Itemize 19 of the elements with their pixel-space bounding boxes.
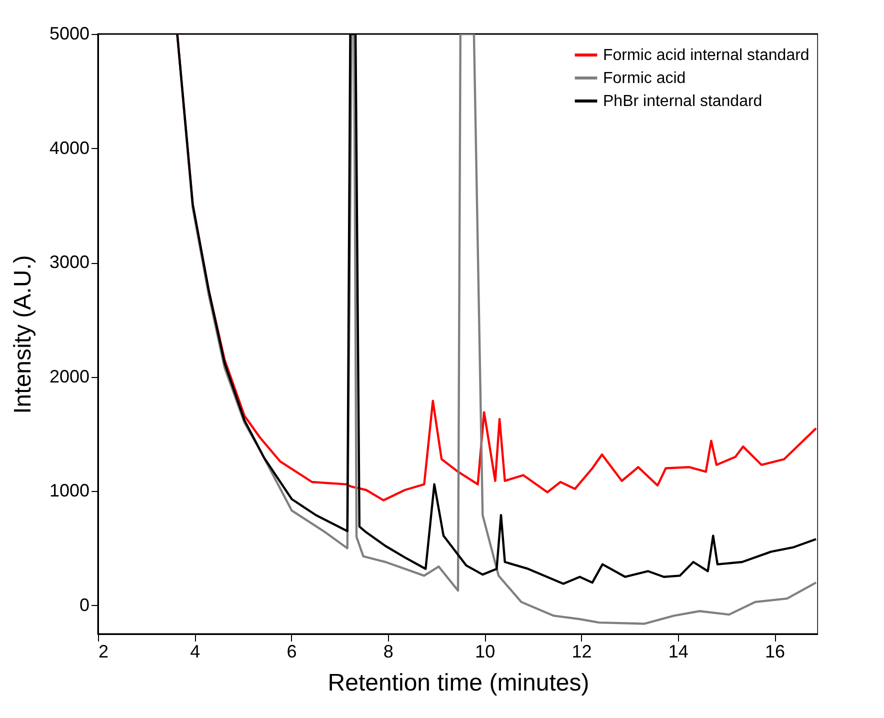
x-tick-label: 4 bbox=[190, 642, 200, 662]
y-tick-label: 5000 bbox=[49, 24, 90, 44]
legend-label: Formic acid bbox=[603, 70, 686, 87]
y-tick-label: 3000 bbox=[49, 252, 90, 272]
y-tick-label: 2000 bbox=[49, 366, 90, 386]
x-tick-label: 6 bbox=[286, 642, 297, 662]
x-tick-label: 12 bbox=[572, 642, 592, 662]
x-axis-title: Retention time (minutes) bbox=[328, 670, 590, 696]
legend-label: PhBr internal standard bbox=[603, 93, 762, 110]
x-tick-label: 2 bbox=[98, 642, 109, 662]
x-tick-label: 16 bbox=[764, 642, 786, 662]
y-axis-title: Intensity (A.U.) bbox=[9, 255, 36, 414]
y-tick-label: 4000 bbox=[49, 138, 90, 158]
y-tick-label: 0 bbox=[79, 594, 90, 615]
y-tick-label: 1000 bbox=[49, 480, 90, 501]
x-tick-label: 8 bbox=[383, 642, 394, 662]
x-tick-label: 10 bbox=[475, 642, 496, 662]
legend-label: Formic acid internal standard bbox=[603, 47, 810, 64]
x-tick-label: 14 bbox=[668, 642, 688, 662]
